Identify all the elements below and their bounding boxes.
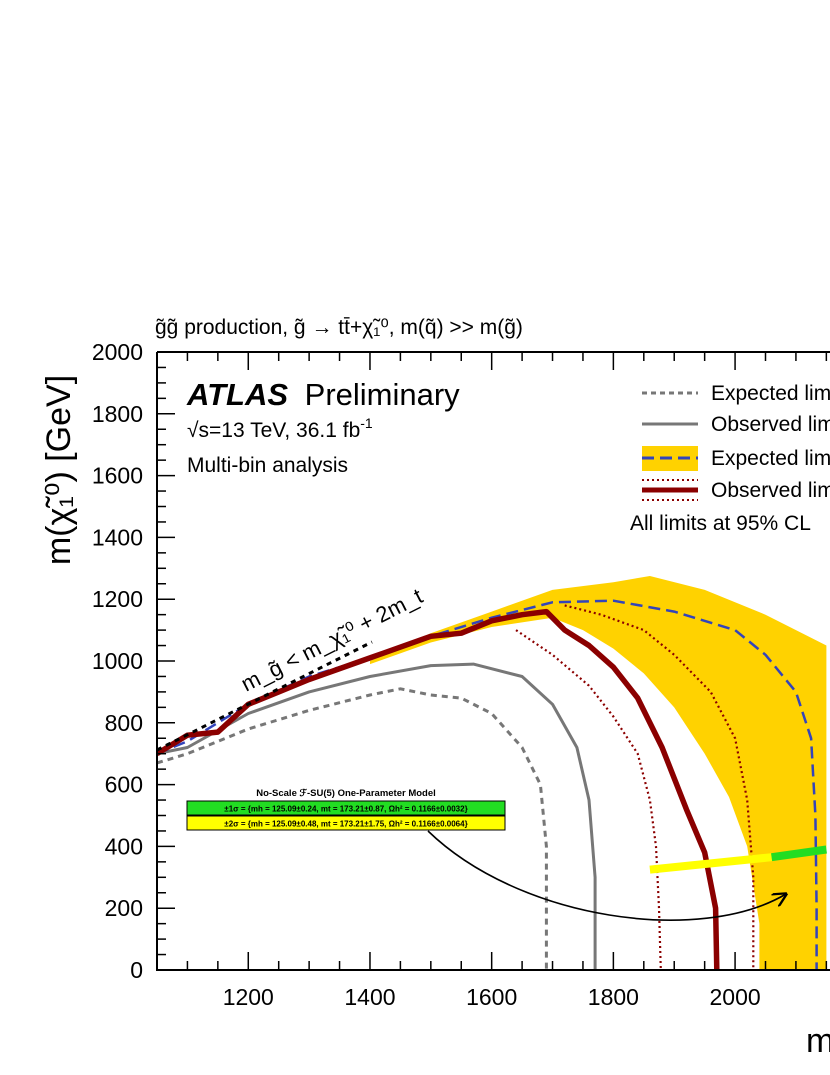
y-tick-label-4: 800: [105, 710, 143, 736]
inset-row-2sigma: [186, 815, 506, 831]
svg-text:√s=13 TeV, 36.1 fb-1: √s=13 TeV, 36.1 fb-1: [187, 415, 373, 442]
chart-title: g̃g̃ production, g̃ → tt̄+χ̃₁⁰, m(q̃) >>…: [155, 316, 523, 339]
inset-row-2sigma-label: ±2σ = {mh = 125.09±0.48, mt = 173.21±1.7…: [224, 820, 467, 829]
legend-label-observed-red: Observed lim: [711, 479, 830, 502]
svg-text:ATLAS Preliminary: ATLAS Preliminary: [186, 377, 460, 412]
y-tick-label-8: 1600: [92, 463, 143, 489]
y-tick-label-0: 0: [130, 957, 143, 983]
y-tick-label-7: 1400: [92, 524, 143, 550]
series-red-dotted-4: [515, 629, 662, 970]
legend-note: All limits at 95% CL: [630, 512, 811, 535]
inset-arrow: [427, 830, 786, 921]
series-gray-dashed-0: [157, 687, 548, 970]
atlas-label: ATLAS: [186, 377, 288, 412]
series-red-dotted-5: [564, 604, 755, 970]
energy-label: √s=13 TeV, 36.1 fb: [187, 419, 360, 442]
legend-label-expected-gray: Expected lim: [711, 382, 830, 405]
inset-title: No-Scale ℱ-SU(5) One-Parameter Model: [256, 788, 436, 799]
series-yellow-segment-6: [649, 853, 773, 874]
series-green-segment-7: [771, 845, 827, 862]
preliminary-label: Preliminary: [305, 377, 461, 412]
y-tick-label-1: 200: [105, 895, 143, 921]
analysis-label: Multi-bin analysis: [187, 454, 348, 477]
x-tick-label-2: 1600: [466, 984, 517, 1010]
kinematic-boundary-label: m_g̃ < m_χ̃₁⁰ + 2m_t: [237, 583, 427, 696]
x-tick-label-1: 1400: [344, 984, 395, 1010]
y-tick-label-6: 1200: [92, 586, 143, 612]
y-tick-label-9: 1800: [92, 401, 143, 427]
x-tick-label-4: 2000: [709, 984, 760, 1010]
series-gray-solid-1: [157, 662, 597, 970]
y-tick-label-2: 400: [105, 833, 143, 859]
y-tick-label-3: 600: [105, 772, 143, 798]
x-tick-label-0: 1200: [223, 984, 274, 1010]
y-tick-label-10: 2000: [92, 339, 143, 365]
legend-label-observed-gray: Observed lim: [711, 413, 830, 436]
y-axis-label: m(χ̃₁⁰) [GeV]: [40, 375, 78, 565]
inset-row-1sigma: [186, 800, 506, 816]
x-axis-label: m: [806, 1022, 830, 1060]
kinematic-boundary-line: [156, 640, 373, 752]
x-tick-label-3: 1800: [588, 984, 639, 1010]
fsu5-inset: No-Scale ℱ-SU(5) One-Parameter Model ±1σ…: [186, 788, 506, 831]
legend: Expected lim Observed lim Expected lim O…: [630, 382, 830, 535]
expected-limit-band: [370, 576, 827, 970]
y-tick-label-5: 1000: [92, 648, 143, 674]
energy-superscript: -1: [360, 415, 373, 431]
inset-row-1sigma-label: ±1σ = {mh = 125.09±0.24, mt = 173.21±0.8…: [224, 805, 467, 814]
legend-label-expected-blue: Expected lim: [711, 447, 830, 470]
kinematic-boundary: m_g̃ < m_χ̃₁⁰ + 2m_t: [156, 583, 427, 752]
